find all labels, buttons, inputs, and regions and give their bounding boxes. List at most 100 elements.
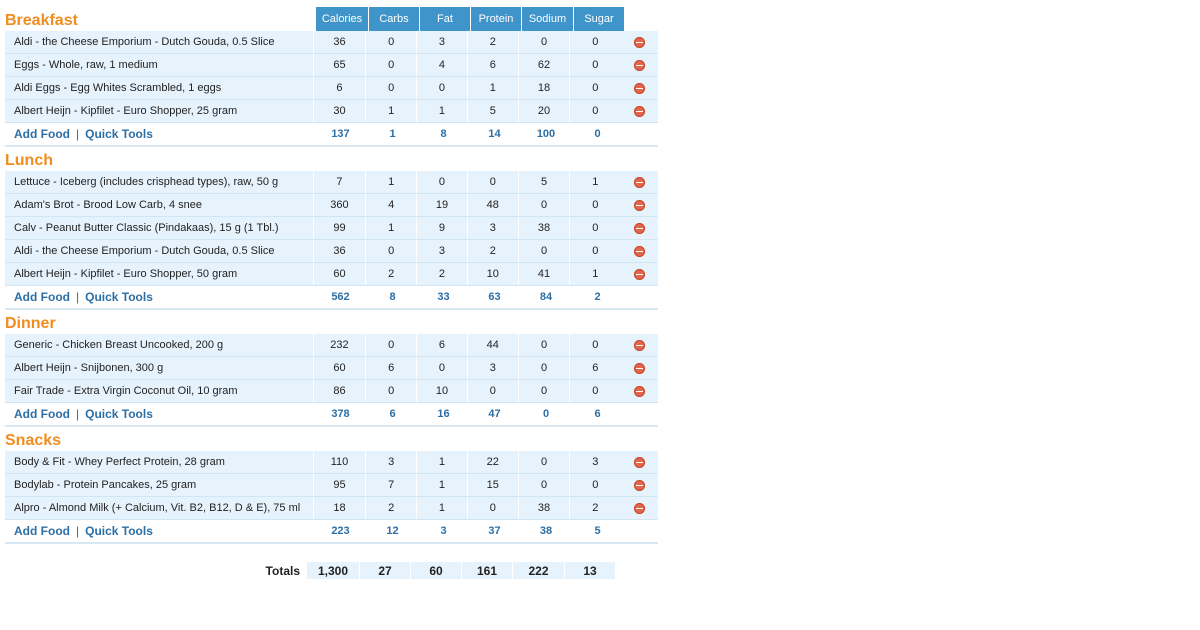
- food-row: Generic - Chicken Breast Uncooked, 200 g…: [5, 334, 658, 357]
- nutrient-sugar: 0: [569, 31, 620, 53]
- remove-icon[interactable]: [633, 339, 645, 351]
- meal-header: Lunch: [5, 147, 658, 171]
- food-name: Aldi - the Cheese Emporium - Dutch Gouda…: [14, 36, 275, 48]
- food-row: Aldi Eggs - Egg Whites Scrambled, 1 eggs…: [5, 77, 658, 100]
- nutrient-calories: 65: [312, 54, 366, 76]
- nutrient-sodium: 5: [517, 171, 570, 193]
- remove-cell: [620, 263, 658, 285]
- remove-icon[interactable]: [633, 222, 645, 234]
- meal-total-carbs: 6: [389, 408, 396, 420]
- grand-total-protein: 161: [462, 562, 512, 579]
- meal-section-dinner: Dinner Generic - Chicken Breast Uncooked,…: [5, 310, 658, 427]
- nutrient-protein: 48: [466, 194, 518, 216]
- remove-icon[interactable]: [633, 176, 645, 188]
- nutrient-sugar: 0: [569, 100, 620, 122]
- remove-icon[interactable]: [633, 502, 645, 514]
- nutrient-protein: 1: [466, 77, 518, 99]
- nutrient-sodium: 38: [517, 497, 570, 519]
- nutrient-protein: 0: [466, 380, 518, 402]
- meal-section-snacks: Snacks Body & Fit - Whey Perfect Protein,…: [5, 427, 658, 544]
- remove-cell: [620, 100, 658, 122]
- nutrient-sugar: 3: [569, 451, 620, 473]
- remove-icon[interactable]: [633, 385, 645, 397]
- meal-total-protein: 37: [488, 525, 501, 537]
- nutrient-sugar: 0: [569, 474, 620, 496]
- nutrient-fat: 6: [416, 334, 467, 356]
- meal-title: Snacks: [5, 432, 62, 449]
- nutrient-sugar: 0: [569, 217, 620, 239]
- nutrient-sodium: 20: [517, 100, 570, 122]
- nutrient-fat: 1: [416, 100, 467, 122]
- nutrient-sodium: 0: [517, 357, 570, 379]
- add-food-link[interactable]: Add Food: [14, 127, 70, 141]
- nutrient-carbs: 3: [365, 451, 416, 473]
- food-row: Adam's Brot - Brood Low Carb, 4 snee 360 4…: [5, 194, 658, 217]
- nutrient-sugar: 0: [569, 54, 620, 76]
- meal-total-protein: 47: [488, 408, 501, 420]
- nutrient-carbs: 1: [365, 100, 416, 122]
- quick-tools-link[interactable]: Quick Tools: [85, 524, 153, 538]
- nutrient-carbs: 4: [365, 194, 416, 216]
- nutrient-fat: 0: [416, 77, 467, 99]
- nutrient-calories: 6: [312, 77, 366, 99]
- food-name: Body & Fit - Whey Perfect Protein, 28 gr…: [14, 456, 225, 468]
- remove-cell: [620, 240, 658, 262]
- meal-total-sodium: 100: [536, 128, 556, 140]
- food-name: Bodylab - Protein Pancakes, 25 gram: [14, 479, 197, 491]
- remove-icon[interactable]: [633, 479, 645, 491]
- nutrient-sodium: 0: [517, 451, 570, 473]
- food-name: Albert Heijn - Snijbonen, 300 g: [14, 362, 164, 374]
- nutrient-calories: 60: [312, 357, 366, 379]
- meal-total-sugar: 0: [594, 128, 601, 140]
- remove-icon[interactable]: [633, 199, 645, 211]
- nutrient-sodium: 0: [517, 194, 570, 216]
- food-name: Adam's Brot - Brood Low Carb, 4 snee: [14, 199, 202, 211]
- meal-section-lunch: Lunch Lettuce - Iceberg (includes crisphe…: [5, 147, 658, 310]
- meal-total-fat: 3: [440, 525, 447, 537]
- separator: |: [75, 524, 80, 538]
- remove-icon[interactable]: [633, 362, 645, 374]
- remove-cell: [620, 474, 658, 496]
- meal-total-sodium: 84: [539, 291, 553, 303]
- quick-tools-link[interactable]: Quick Tools: [85, 127, 153, 141]
- food-row: Calv - Peanut Butter Classic (Pindakaas)…: [5, 217, 658, 240]
- meal-total-sugar: 5: [594, 525, 601, 537]
- column-header-carbs: Carbs: [369, 7, 419, 31]
- meal-header: Snacks: [5, 427, 658, 451]
- remove-icon[interactable]: [633, 36, 645, 48]
- food-row: Aldi - the Cheese Emporium - Dutch Gouda…: [5, 31, 658, 54]
- nutrient-protein: 5: [466, 100, 518, 122]
- remove-icon[interactable]: [633, 245, 645, 257]
- nutrient-sodium: 38: [517, 217, 570, 239]
- remove-icon[interactable]: [633, 268, 645, 280]
- nutrient-carbs: 0: [365, 54, 416, 76]
- add-food-link[interactable]: Add Food: [14, 407, 70, 421]
- meal-total-calories: 137: [331, 128, 350, 140]
- nutrient-sugar: 1: [569, 263, 620, 285]
- remove-icon[interactable]: [633, 59, 645, 71]
- nutrient-protein: 10: [466, 263, 518, 285]
- add-food-link[interactable]: Add Food: [14, 290, 70, 304]
- quick-tools-link[interactable]: Quick Tools: [85, 290, 153, 304]
- food-row: Albert Heijn - Kipfilet - Euro Shopper, …: [5, 100, 658, 123]
- grand-total-calories: 1,300: [307, 562, 359, 579]
- nutrient-fat: 2: [416, 263, 467, 285]
- food-name: Fair Trade - Extra Virgin Coconut Oil, 1…: [14, 385, 238, 397]
- nutrient-fat: 9: [416, 217, 467, 239]
- nutrient-sodium: 0: [517, 240, 570, 262]
- grand-totals-row: Totals 1,300 27 60 161 222 13: [5, 562, 616, 579]
- remove-icon[interactable]: [633, 82, 645, 94]
- food-name: Eggs - Whole, raw, 1 medium: [14, 59, 158, 71]
- remove-icon[interactable]: [633, 105, 645, 117]
- nutrient-protein: 3: [466, 217, 518, 239]
- meal-total-calories: 223: [331, 525, 350, 537]
- nutrient-protein: 2: [466, 31, 518, 53]
- meal-title: Dinner: [5, 315, 56, 332]
- nutrient-sodium: 0: [517, 474, 570, 496]
- quick-tools-link[interactable]: Quick Tools: [85, 407, 153, 421]
- food-name: Alpro - Almond Milk (+ Calcium, Vit. B2,…: [14, 502, 301, 514]
- meal-total-sugar: 6: [594, 408, 601, 420]
- add-food-link[interactable]: Add Food: [14, 524, 70, 538]
- remove-icon[interactable]: [633, 456, 645, 468]
- column-header-sugar: Sugar: [574, 7, 624, 31]
